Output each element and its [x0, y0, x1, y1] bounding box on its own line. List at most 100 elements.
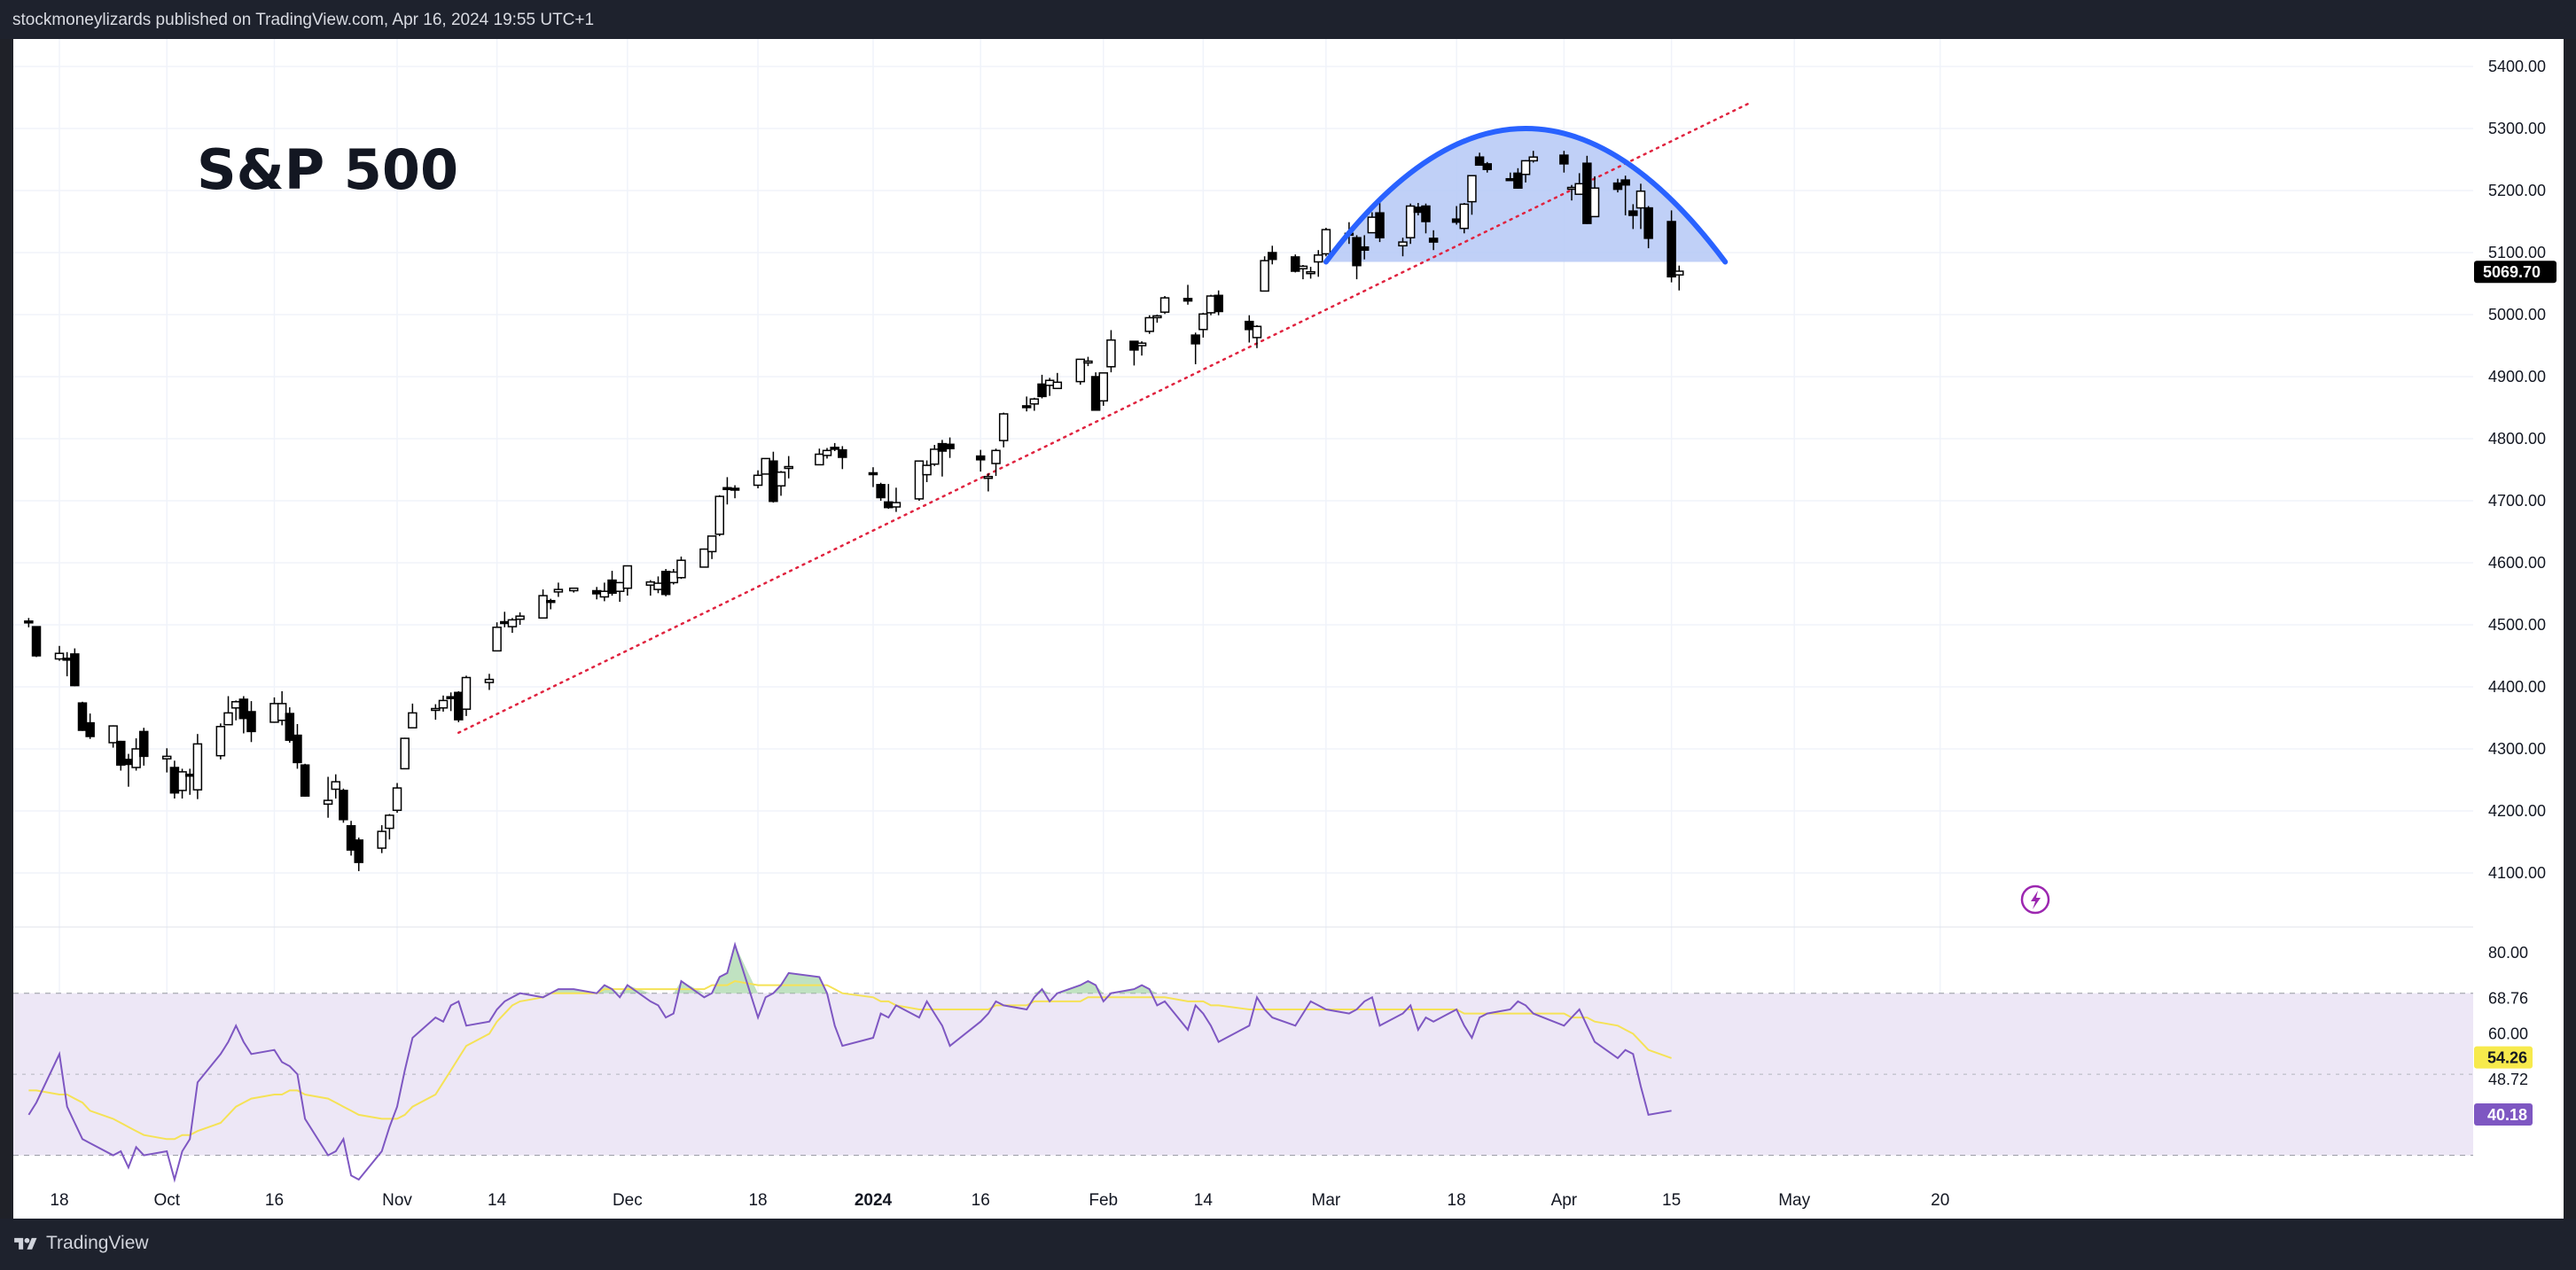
candle	[1612, 178, 1623, 193]
candle	[660, 569, 671, 596]
candle-body	[1612, 182, 1623, 191]
candle-body	[668, 571, 679, 584]
candle	[31, 626, 42, 658]
candle-body	[354, 839, 363, 863]
candle-body	[1214, 294, 1223, 313]
candle	[293, 724, 302, 769]
time-tick-label: Feb	[1089, 1191, 1118, 1210]
price-tick-label: 4700.00	[2488, 492, 2546, 510]
candle-body	[1667, 221, 1676, 278]
price-tick-label: 5000.00	[2488, 306, 2546, 323]
candle-body	[446, 696, 456, 699]
candle	[884, 484, 894, 510]
candle	[223, 696, 233, 726]
candle-body	[223, 712, 233, 726]
candle	[108, 725, 118, 748]
candle-body	[1206, 295, 1216, 314]
candle	[599, 582, 610, 602]
candle	[838, 446, 847, 470]
dome-arc	[1323, 126, 1729, 265]
candle-body	[753, 474, 763, 487]
time-tick-label: Dec	[613, 1191, 643, 1210]
candle-body	[323, 799, 333, 806]
candle	[699, 548, 709, 568]
tradingview-logo-icon[interactable]	[12, 1235, 39, 1253]
candle	[945, 437, 955, 458]
candle-body	[230, 701, 241, 709]
candle-body	[1459, 203, 1470, 230]
candle-body	[1467, 175, 1477, 203]
candle	[285, 707, 295, 743]
candle	[1075, 358, 1086, 386]
candle-body	[1321, 229, 1331, 255]
candle-body	[1090, 376, 1101, 411]
price-tick-label: 5300.00	[2488, 120, 2546, 137]
candle-body	[1313, 254, 1323, 263]
candle	[515, 612, 525, 625]
candle-body	[331, 781, 341, 791]
candle-body	[730, 487, 740, 491]
candle	[568, 587, 579, 593]
candle-body	[300, 764, 310, 797]
candle	[169, 760, 180, 799]
candle	[730, 485, 740, 499]
time-tick-label: 18	[50, 1191, 68, 1210]
rsi-ma-value: 54.26	[2487, 1049, 2527, 1067]
candle	[77, 701, 88, 731]
candle-body	[876, 484, 886, 499]
candle-body	[438, 699, 449, 709]
candle	[975, 449, 986, 472]
candle-body	[1075, 358, 1086, 383]
candle	[1252, 324, 1262, 348]
candle	[1352, 235, 1362, 280]
candle-body	[998, 413, 1009, 441]
candle-body	[1413, 206, 1424, 214]
candle	[1198, 312, 1208, 338]
candle-body	[1029, 398, 1040, 405]
candle	[822, 448, 832, 459]
candle-body	[922, 464, 932, 476]
candle	[1559, 151, 1569, 173]
candle-body	[1129, 340, 1139, 351]
candle-body	[1643, 206, 1653, 239]
candle-body	[1359, 245, 1370, 251]
chart-panel[interactable]: S&P 500 5400.00 5300.00 5200.00 5100.00 5000.…	[13, 39, 2564, 1219]
candle-body	[108, 725, 118, 744]
candle-body	[1190, 334, 1200, 345]
candle	[784, 456, 793, 479]
time-tick-label: Oct	[153, 1191, 180, 1210]
candle	[914, 460, 925, 501]
candle	[676, 557, 686, 580]
candle	[85, 713, 95, 739]
candle-body	[614, 581, 625, 592]
time-tick-label: Apr	[1551, 1191, 1578, 1210]
price-tick-label: 4200.00	[2488, 802, 2546, 820]
candle	[776, 471, 786, 496]
candle	[1044, 378, 1055, 396]
candle	[1313, 250, 1323, 277]
candle	[1520, 160, 1531, 183]
candle	[408, 703, 418, 728]
time-axis: 18 Oct 16 Nov 14 Dec 18 2024 16 Feb 14 Mar 18 Apr 15 Ma…	[50, 1191, 1949, 1210]
candle-body	[1367, 216, 1378, 234]
candle	[991, 448, 1001, 476]
candle-body	[591, 589, 602, 595]
chart-canvas[interactable]: S&P 500 5400.00 5300.00 5200.00 5100.00 5000.…	[13, 39, 2564, 1219]
candle-body	[1021, 405, 1032, 409]
candle-body	[784, 465, 793, 470]
candle	[1405, 203, 1416, 245]
candle-body	[139, 730, 149, 758]
time-tick-label: May	[1778, 1191, 1810, 1210]
candle	[891, 487, 902, 512]
candle	[591, 587, 602, 600]
price-tick-label: 5100.00	[2488, 244, 2546, 261]
last-price-badge	[2474, 261, 2556, 284]
rsi-tick-label: 48.72	[2488, 1071, 2528, 1088]
candle-body	[568, 587, 579, 592]
candle	[1245, 315, 1254, 343]
candle-body	[461, 676, 472, 710]
candle	[1291, 254, 1300, 273]
candle-body	[706, 535, 717, 553]
candle	[1021, 396, 1032, 412]
price-tick-label: 5400.00	[2488, 58, 2546, 75]
